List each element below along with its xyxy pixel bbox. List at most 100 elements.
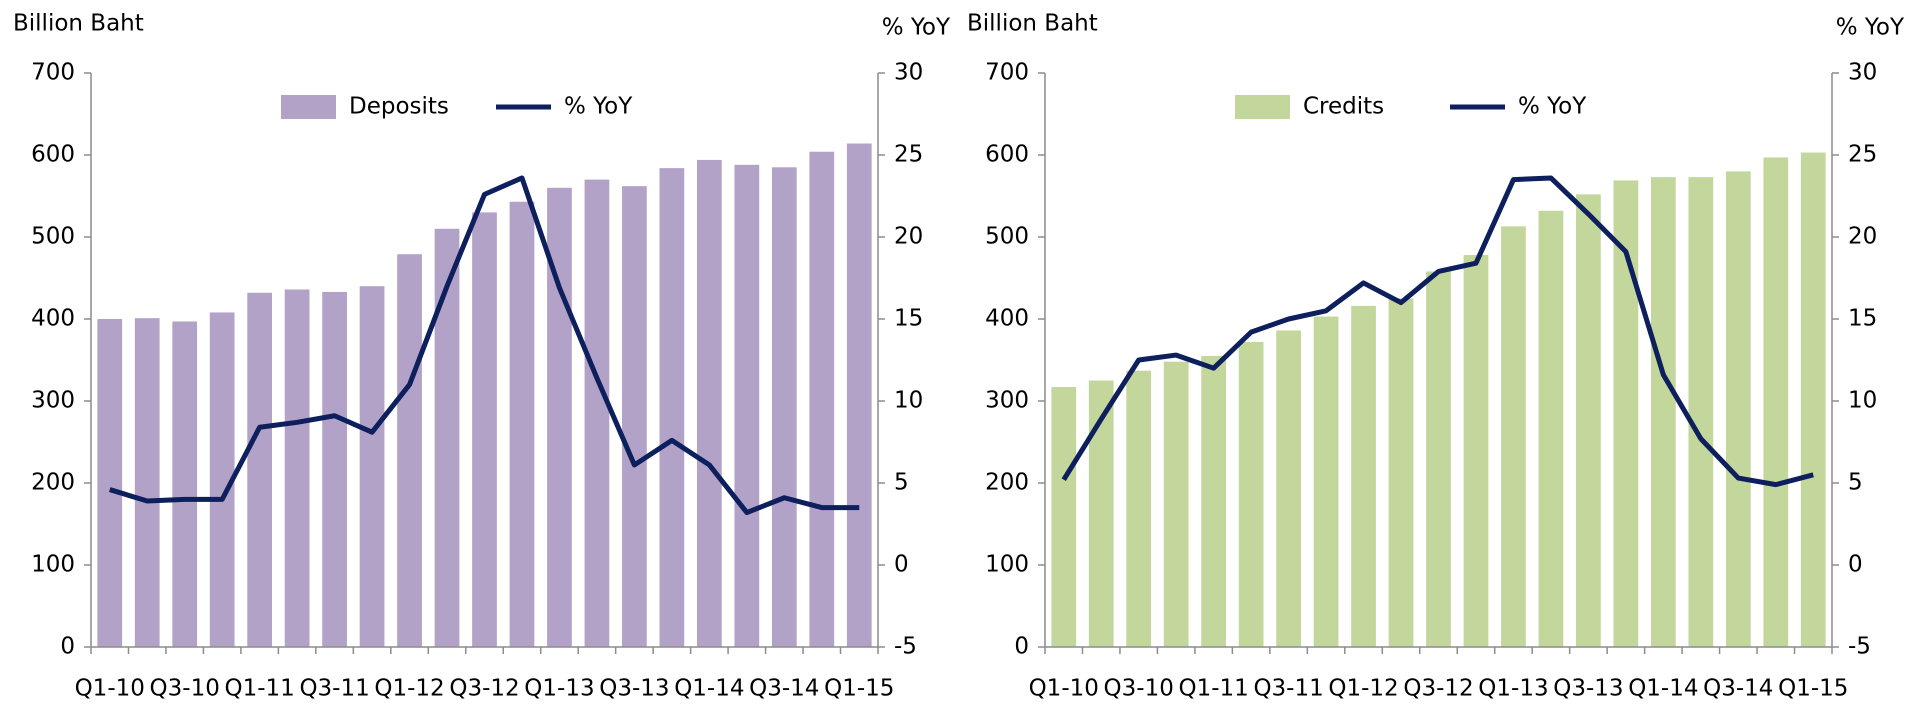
x-tick-label: Q1-12 [374, 676, 444, 702]
x-tick-label: Q3-13 [599, 676, 669, 702]
x-tick-label: Q3-14 [749, 676, 819, 702]
y2-tick-label: 25 [1848, 142, 1877, 168]
bar [509, 201, 535, 648]
y-axis-label: Billion Baht [13, 11, 144, 37]
x-tick-label: Q3-10 [1104, 676, 1174, 702]
legend-label: % YoY [1518, 94, 1587, 120]
y2-axis-label: % YoY [1836, 15, 1905, 41]
y-tick-label: 0 [60, 634, 75, 660]
y-axis-label: Billion Baht [967, 11, 1098, 37]
legend-label: Deposits [349, 94, 449, 120]
x-tick-label: Q1-14 [1628, 676, 1698, 702]
y-tick-label: 700 [985, 60, 1029, 86]
y2-tick-label: 0 [894, 552, 909, 578]
y-tick-label: 500 [985, 224, 1029, 250]
bar [1650, 177, 1676, 647]
bar [622, 186, 647, 647]
line [109, 175, 860, 516]
legend-label: % YoY [564, 94, 633, 120]
line [1061, 175, 1814, 488]
bar [1201, 355, 1227, 647]
y2-tick-label: -5 [1848, 634, 1871, 660]
legend-label: Credits [1303, 94, 1384, 120]
y-tick-label: 100 [31, 552, 75, 578]
y2-tick-label: 15 [894, 306, 923, 332]
bar [134, 318, 160, 647]
bar [1725, 171, 1751, 647]
y2-tick-label: 0 [1848, 552, 1863, 578]
y2-tick-label: 5 [894, 470, 909, 496]
bar [172, 321, 198, 647]
y2-tick-label: 30 [894, 60, 923, 86]
y2-tick-label: 15 [1848, 306, 1877, 332]
x-tick-label: Q1-10 [75, 676, 145, 702]
x-tick-label: Q1-15 [824, 676, 894, 702]
bar [1276, 330, 1301, 647]
x-tick-label: Q3-12 [449, 676, 519, 702]
y-tick-label: 0 [1014, 634, 1029, 660]
y-tick-label: 400 [31, 306, 75, 332]
x-tick-label: Q3-13 [1553, 676, 1623, 702]
bar [97, 319, 123, 647]
y-tick-label: 300 [985, 388, 1029, 414]
x-tick-label: Q1-15 [1778, 676, 1848, 702]
y-tick-label: 500 [31, 224, 75, 250]
bar [434, 228, 460, 648]
bar [771, 167, 797, 648]
y2-tick-label: 10 [1848, 388, 1877, 414]
y2-tick-label: 20 [1848, 224, 1877, 250]
bar [284, 289, 310, 647]
y-tick-label: 600 [985, 142, 1029, 168]
y2-tick-label: 20 [894, 224, 923, 250]
bar [1501, 226, 1526, 647]
x-tick-label: Q1-11 [224, 676, 294, 702]
x-tick-label: Q3-12 [1403, 676, 1473, 702]
x-tick-label: Q3-11 [1253, 676, 1323, 702]
bar [1088, 380, 1114, 647]
bar [696, 159, 722, 648]
y2-axis-label: % YoY [882, 15, 951, 41]
bar [809, 151, 835, 647]
y2-tick-label: 10 [894, 388, 923, 414]
y2-tick-label: -5 [894, 634, 917, 660]
y-tick-label: 100 [985, 552, 1029, 578]
bar [734, 164, 760, 647]
y2-tick-label: 25 [894, 142, 923, 168]
x-tick-label: Q1-13 [524, 676, 594, 702]
y-tick-label: 300 [31, 388, 75, 414]
x-tick-label: Q3-11 [299, 676, 369, 702]
x-tick-label: Q1-10 [1029, 676, 1099, 702]
x-tick-label: Q1-13 [1478, 676, 1548, 702]
y-tick-label: 200 [985, 470, 1029, 496]
bar [397, 254, 422, 647]
x-tick-label: Q1-11 [1178, 676, 1248, 702]
bar [1576, 194, 1601, 648]
bar [1763, 157, 1789, 647]
bar [1688, 177, 1714, 647]
legend-swatch [1235, 95, 1290, 119]
x-tick-label: Q1-12 [1328, 676, 1398, 702]
bar [322, 291, 347, 647]
bar [1538, 210, 1564, 647]
legend-swatch [281, 95, 336, 119]
bar [1463, 255, 1489, 648]
x-tick-label: Q3-10 [150, 676, 220, 702]
bar [584, 179, 610, 647]
bar [1238, 341, 1264, 647]
x-tick-label: Q3-14 [1703, 676, 1773, 702]
y-tick-label: 200 [31, 470, 75, 496]
bar [247, 292, 273, 647]
bar [359, 286, 385, 647]
bar [1163, 361, 1189, 647]
y-tick-label: 600 [31, 142, 75, 168]
y-tick-label: 400 [985, 306, 1029, 332]
bar [1313, 316, 1339, 647]
y-tick-label: 700 [31, 60, 75, 86]
bar [1351, 305, 1376, 647]
bar [659, 168, 685, 647]
bar [1426, 271, 1451, 647]
bar [1051, 387, 1077, 647]
x-tick-label: Q1-14 [674, 676, 744, 702]
y2-tick-label: 30 [1848, 60, 1877, 86]
